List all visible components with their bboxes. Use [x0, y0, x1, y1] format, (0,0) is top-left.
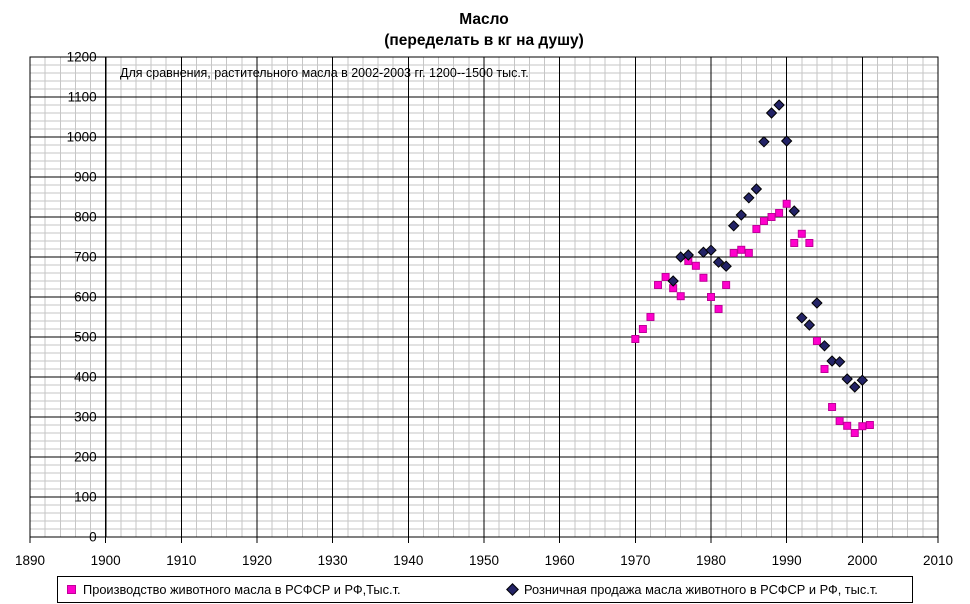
- chart-title-line2: (переделать в кг на душу): [384, 32, 584, 49]
- diamond-marker-icon: [506, 583, 519, 596]
- data-point-diamond: [743, 192, 755, 204]
- data-point-square: [646, 313, 655, 321]
- y-axis-tick-label: 400: [74, 370, 97, 385]
- x-axis-tick-label: 1950: [469, 553, 499, 568]
- data-point-diamond: [705, 244, 717, 256]
- data-point-square: [654, 281, 663, 289]
- data-point-diamond: [826, 355, 838, 367]
- data-point-square: [812, 337, 821, 345]
- x-axis-tick-label: 1940: [393, 553, 423, 568]
- legend-item-production-label: Производство животного масла в РСФСР и Р…: [83, 582, 401, 597]
- data-point-square: [797, 229, 806, 238]
- data-point-square: [676, 292, 685, 301]
- data-point-diamond: [803, 319, 816, 331]
- x-axis-tick-label: 1980: [696, 553, 726, 568]
- data-point-diamond: [735, 209, 747, 221]
- data-point-diamond: [811, 297, 823, 309]
- data-point-square: [790, 239, 799, 247]
- y-axis-tick-label: 1200: [67, 50, 97, 65]
- data-point-diamond: [667, 275, 679, 287]
- y-axis-tick-label: 1000: [67, 130, 97, 145]
- y-axis-tick-label: 100: [74, 490, 97, 505]
- data-point-square: [767, 213, 776, 221]
- data-point-square: [752, 225, 761, 233]
- legend-box: Производство животного масла в РСФСР и Р…: [57, 576, 913, 603]
- data-point-diamond: [849, 381, 861, 393]
- y-axis-tick-label: 0: [89, 530, 97, 545]
- data-point-diamond: [856, 374, 869, 386]
- y-axis-tick-label: 1100: [68, 90, 97, 105]
- square-marker-icon: [67, 585, 76, 594]
- data-point-square: [759, 217, 768, 225]
- data-point-diamond: [765, 107, 778, 119]
- data-point-diamond: [758, 136, 770, 148]
- data-point-square: [707, 293, 715, 301]
- chart-title-line1: Масло: [459, 11, 509, 28]
- x-axis-tick-label: 1920: [242, 553, 272, 568]
- x-axis-tick-label: 2000: [847, 553, 877, 568]
- y-axis-tick-label: 200: [74, 450, 97, 465]
- data-point-square: [775, 209, 784, 217]
- data-point-square: [691, 261, 700, 270]
- data-point-diamond: [788, 205, 800, 217]
- x-axis-tick-label: 2010: [923, 553, 953, 568]
- data-point-diamond: [773, 99, 785, 111]
- data-point-square: [638, 325, 647, 333]
- chart-title: Масло (переделать в кг на душу): [30, 9, 938, 51]
- data-point-square: [729, 249, 738, 257]
- data-point-diamond: [796, 312, 808, 324]
- x-axis-tick-label: 1930: [318, 553, 348, 568]
- data-point-diamond: [841, 373, 853, 385]
- data-point-square: [631, 335, 640, 343]
- x-axis-tick-label: 1970: [620, 553, 650, 568]
- x-axis-tick-label: 1900: [91, 553, 121, 568]
- data-point-square: [699, 273, 708, 282]
- data-point-square: [865, 421, 874, 429]
- data-point-square: [744, 249, 753, 257]
- x-axis-tick-label: 1990: [772, 553, 802, 568]
- data-point-square: [714, 305, 723, 313]
- data-point-square: [858, 422, 867, 431]
- y-axis-tick-label: 600: [74, 290, 97, 305]
- legend-item-retail-sales-label: Розничная продажа масла животного в РСФС…: [524, 582, 878, 597]
- y-axis-tick-label: 300: [74, 410, 97, 425]
- data-point-square: [835, 417, 844, 425]
- data-point-diamond: [720, 260, 732, 272]
- data-point-square: [722, 281, 731, 289]
- data-point-square: [820, 365, 829, 373]
- y-axis-tick-label: 900: [74, 170, 97, 185]
- data-point-diamond: [712, 256, 725, 268]
- data-point-diamond: [750, 183, 763, 195]
- y-axis-tick-label: 800: [74, 210, 97, 225]
- data-point-diamond: [682, 249, 695, 261]
- x-axis-tick-label: 1910: [166, 553, 196, 568]
- x-axis-tick-label: 1960: [545, 553, 575, 568]
- data-point-square: [782, 199, 791, 208]
- legend-item-production: Производство животного масла в РСФСР и Р…: [67, 577, 401, 602]
- data-point-square: [805, 239, 814, 247]
- legend-item-retail-sales: Розничная продажа масла животного в РСФС…: [506, 577, 878, 602]
- data-point-square: [661, 273, 670, 281]
- data-point-diamond: [780, 135, 793, 147]
- data-point-square: [843, 421, 852, 430]
- data-point-diamond: [727, 220, 740, 232]
- y-axis-tick-label: 500: [74, 330, 97, 345]
- data-point-diamond: [833, 356, 846, 368]
- y-axis-tick-label: 700: [74, 250, 97, 265]
- chart-annotation: Для сравнения, растительного масла в 200…: [120, 66, 529, 80]
- data-point-square: [828, 403, 837, 411]
- data-point-square: [850, 429, 859, 437]
- data-point-diamond: [818, 340, 831, 352]
- data-point-square: [737, 245, 746, 254]
- x-axis-tick-label: 1890: [15, 553, 45, 568]
